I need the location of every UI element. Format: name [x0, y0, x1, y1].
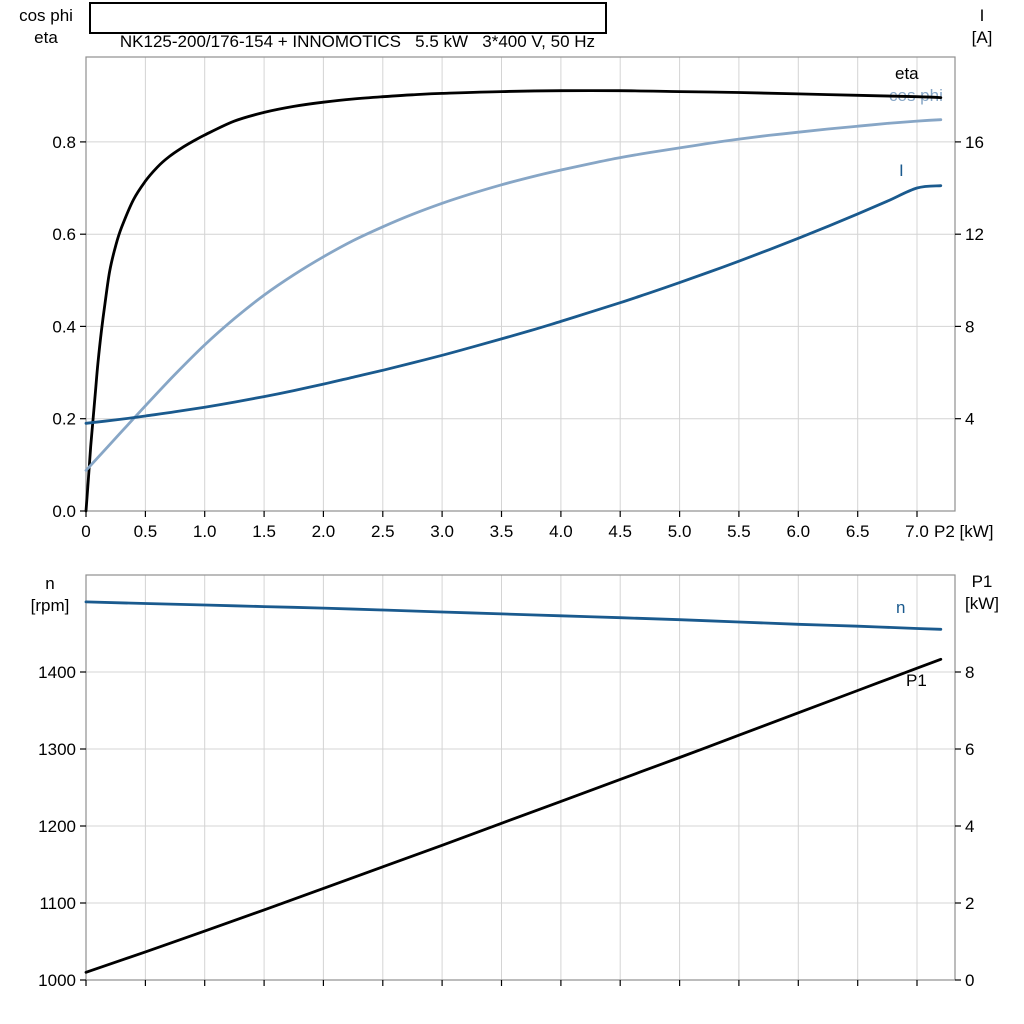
x-tick-label: 2.5 [371, 522, 395, 541]
left-tick-label: 0.2 [52, 410, 76, 429]
left-tick-label: 1100 [39, 894, 76, 913]
curve-eta [84, 89, 943, 513]
right-tick-label: 8 [965, 317, 974, 336]
x-tick-label: 6.5 [846, 522, 870, 541]
right-tick-label: 0 [965, 971, 974, 990]
bottom-left-axis-label: n [rpm] [14, 573, 86, 617]
axis-label-speed-unit: [rpm] [30, 596, 70, 615]
right-tick-label: 16 [965, 133, 984, 152]
chart-panel-motor-efficiency-current: 0 0.5 1.0 1.5 2.0 2.5 3.0 3.5 4.0 4.5 5.0 5.5 6.0 6.5… [52, 56, 984, 541]
x-tick-label: 1.0 [193, 522, 217, 541]
left-tick-label: 0.8 [52, 133, 76, 152]
right-tick-label: 8 [965, 663, 974, 682]
tick-marks [80, 141, 961, 517]
x-tick-label: 4.0 [549, 522, 573, 541]
chart-title: NK125-200/176-154 + INNOMOTICS 5.5 kW 3*… [119, 32, 596, 51]
left-tick-label: 1200 [38, 817, 76, 836]
x-tick-label: 3.5 [490, 522, 514, 541]
plot-frame [85, 56, 956, 512]
right-tick-label: 2 [965, 894, 974, 913]
axis-label-current: I [979, 6, 985, 25]
curve-cos-phi [84, 118, 943, 472]
plot-frame [85, 574, 956, 981]
x-tick-label: 2.0 [312, 522, 336, 541]
gridlines [86, 57, 955, 511]
left-tick-label: 1400 [38, 663, 76, 682]
left-tick-label: 0.4 [52, 317, 76, 336]
axis-label-current-unit: [A] [971, 28, 993, 47]
curve-speed [84, 600, 943, 631]
left-tick-label: 1000 [38, 971, 76, 990]
x-tick-label: 7.0 [905, 522, 929, 541]
curve-label-current: I [899, 161, 904, 180]
left-tick-label: 0.6 [52, 225, 76, 244]
x-axis-label: P2 [kW] [934, 522, 994, 541]
left-tick-label: 1300 [38, 740, 76, 759]
top-left-axis-label: cos phi eta [8, 5, 84, 49]
top-right-axis-label: I [A] [954, 5, 1010, 49]
x-tick-label: 5.5 [727, 522, 751, 541]
axis-label-cos-phi: cos phi [19, 6, 73, 25]
tick-labels: 1000 1100 1200 1300 1400 0 2 4 6 8 n P1 [38, 598, 974, 990]
x-tick-label: 0 [81, 522, 90, 541]
chart-title-box: NK125-200/176-154 + INNOMOTICS 5.5 kW 3*… [89, 2, 608, 51]
tick-marks [80, 671, 961, 986]
right-tick-label: 12 [965, 225, 984, 244]
x-tick-label: 4.5 [608, 522, 632, 541]
curve-current [84, 184, 943, 425]
right-tick-label: 6 [965, 740, 974, 759]
right-tick-label: 4 [965, 410, 974, 429]
gridlines [86, 575, 955, 980]
chart-panel-speed-input-power: 1000 1100 1200 1300 1400 0 2 4 6 8 n P1 [38, 574, 974, 990]
bottom-right-axis-label: P1 [kW] [950, 571, 1014, 615]
tick-labels: 0 0.5 1.0 1.5 2.0 2.5 3.0 3.5 4.0 4.5 5.0 5.5 6.0 6.5… [52, 64, 984, 541]
x-tick-label: 0.5 [134, 522, 158, 541]
left-tick-label: 0.0 [52, 502, 76, 521]
x-tick-label: 1.5 [252, 522, 276, 541]
curve-label-p1: P1 [906, 671, 927, 690]
x-tick-label: 5.0 [668, 522, 692, 541]
axis-label-p1-unit: [kW] [965, 594, 999, 613]
curve-label-eta: eta [895, 64, 919, 83]
curve-p1 [84, 657, 943, 974]
curve-label-speed: n [896, 598, 905, 617]
axis-label-p1: P1 [971, 572, 993, 591]
x-tick-label: 3.0 [430, 522, 454, 541]
x-tick-label: 6.0 [786, 522, 810, 541]
axis-label-speed: n [45, 574, 55, 593]
right-tick-label: 4 [965, 817, 974, 836]
axis-label-eta: eta [34, 28, 58, 47]
